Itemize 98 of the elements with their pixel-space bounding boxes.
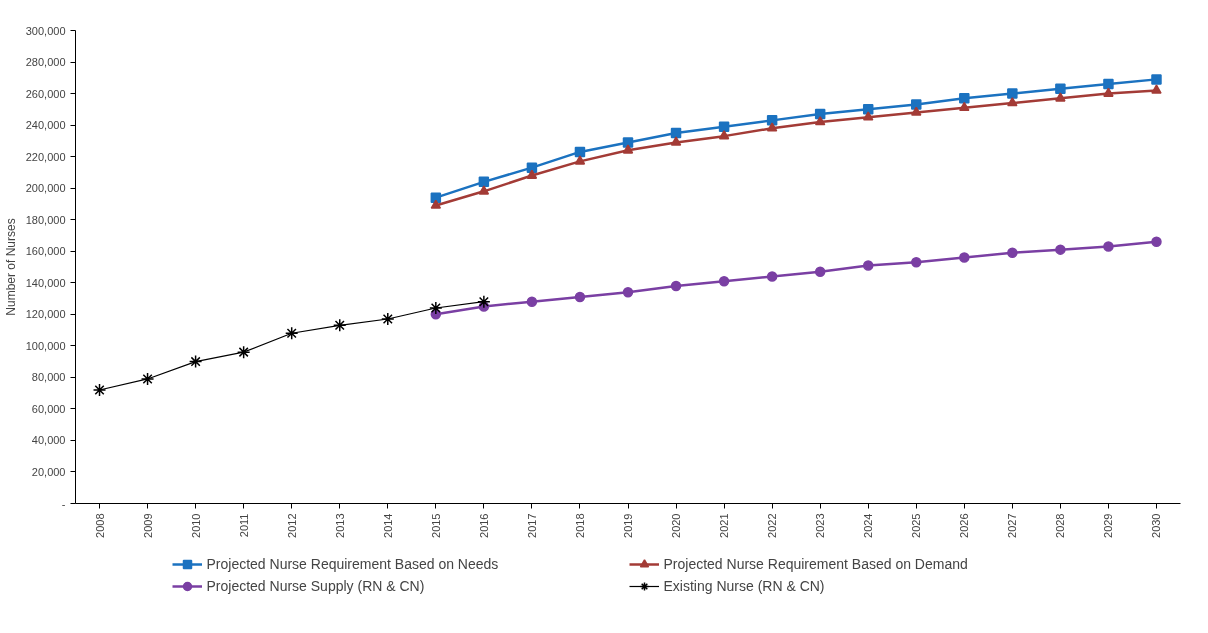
point (622, 144, 634, 154)
x-tick-label: 2013 (333, 513, 346, 538)
point (959, 93, 970, 104)
point (574, 146, 586, 158)
point (1151, 74, 1162, 85)
y-tick-label: 240,000 (25, 119, 66, 132)
point (814, 266, 826, 277)
point (526, 169, 538, 179)
y-tick-label: 220,000 (25, 150, 66, 163)
x-tick-label: 2030 (1150, 513, 1163, 538)
x-tick-label: 2017 (525, 513, 538, 538)
point (430, 192, 442, 203)
x-tick-label: 2020 (670, 513, 683, 538)
x-tick-label: 2009 (141, 513, 154, 538)
point (430, 199, 442, 209)
x-tick-label: 2021 (718, 513, 731, 538)
y-tick-label: 200,000 (25, 182, 66, 195)
point (670, 136, 682, 146)
x-tick-label: 2018 (573, 513, 586, 538)
point (862, 260, 874, 271)
point (284, 326, 299, 340)
y-tick-label: 20,000 (31, 465, 66, 478)
point (622, 137, 634, 148)
point (92, 383, 107, 397)
point (478, 176, 490, 188)
point (1151, 236, 1162, 248)
point (574, 291, 586, 303)
point (766, 122, 778, 132)
point (140, 372, 155, 386)
y-tick-label: - (61, 497, 66, 510)
y-tick-label: 300,000 (25, 24, 66, 37)
point (1055, 244, 1066, 255)
point (1103, 78, 1114, 90)
point (477, 294, 491, 309)
x-tick-label: 2014 (381, 513, 394, 538)
point (332, 318, 347, 333)
point (670, 280, 682, 292)
y-tick-label: 180,000 (25, 213, 66, 226)
point (718, 121, 730, 132)
y-tick-label: 60,000 (31, 402, 66, 415)
point (718, 130, 730, 140)
point (1103, 241, 1114, 252)
x-tick-label: 2008 (93, 513, 106, 538)
point (959, 252, 970, 263)
point (429, 301, 443, 315)
x-tick-label: 2019 (622, 513, 634, 538)
point (911, 106, 922, 116)
point (814, 116, 826, 126)
point (766, 271, 778, 282)
legend-label: Projected Nurse Supply (RN & CN) (206, 578, 426, 594)
x-tick-label: 2022 (766, 513, 779, 538)
y-tick-label: 280,000 (25, 56, 66, 69)
point (574, 155, 586, 165)
legend-label: Projected Nurse Requirement Based on Demand (663, 556, 969, 572)
x-tick-label: 2025 (910, 513, 923, 538)
point (526, 162, 538, 173)
y-tick-label: 100,000 (25, 339, 66, 352)
y-tick-label: 260,000 (25, 87, 66, 100)
legend-label: Projected Nurse Requirement Based on Needs (206, 556, 500, 572)
point (1055, 92, 1066, 102)
point (911, 257, 922, 268)
point (766, 115, 778, 126)
y-tick-label: 40,000 (31, 434, 66, 447)
y-tick-label: 140,000 (25, 276, 66, 289)
point (1055, 83, 1066, 95)
point (381, 312, 395, 326)
point (718, 275, 730, 287)
x-tick-label: 2028 (1054, 513, 1067, 538)
x-tick-label: 2010 (189, 513, 202, 538)
legend-label: Existing Nurse (RN & CN) (663, 578, 826, 594)
point (1007, 247, 1018, 259)
x-tick-label: 2026 (958, 513, 971, 538)
point (959, 101, 970, 112)
y-tick-label: 120,000 (25, 308, 66, 321)
x-tick-label: 2011 (237, 513, 250, 538)
point (1007, 88, 1018, 99)
x-tick-label: 2016 (477, 513, 490, 538)
x-tick-label: 2023 (814, 513, 827, 538)
point (1151, 84, 1162, 94)
x-tick-label: 2015 (429, 513, 442, 538)
x-tick-label: 2012 (285, 513, 298, 538)
point (1007, 97, 1018, 107)
x-tick-label: 2024 (862, 513, 875, 538)
point (862, 111, 874, 121)
point (188, 354, 203, 369)
x-tick-label: 2029 (1102, 513, 1115, 538)
point (1103, 87, 1114, 97)
point (526, 296, 538, 307)
point (236, 345, 251, 359)
y-axis-title: Number of Nurses (3, 218, 18, 316)
point (670, 127, 682, 139)
y-tick-label: 160,000 (25, 245, 66, 258)
y-tick-label: 80,000 (31, 371, 66, 384)
point (478, 185, 490, 195)
x-tick-label: 2027 (1006, 513, 1019, 538)
point (911, 99, 922, 110)
point (862, 104, 874, 115)
point (622, 286, 634, 298)
